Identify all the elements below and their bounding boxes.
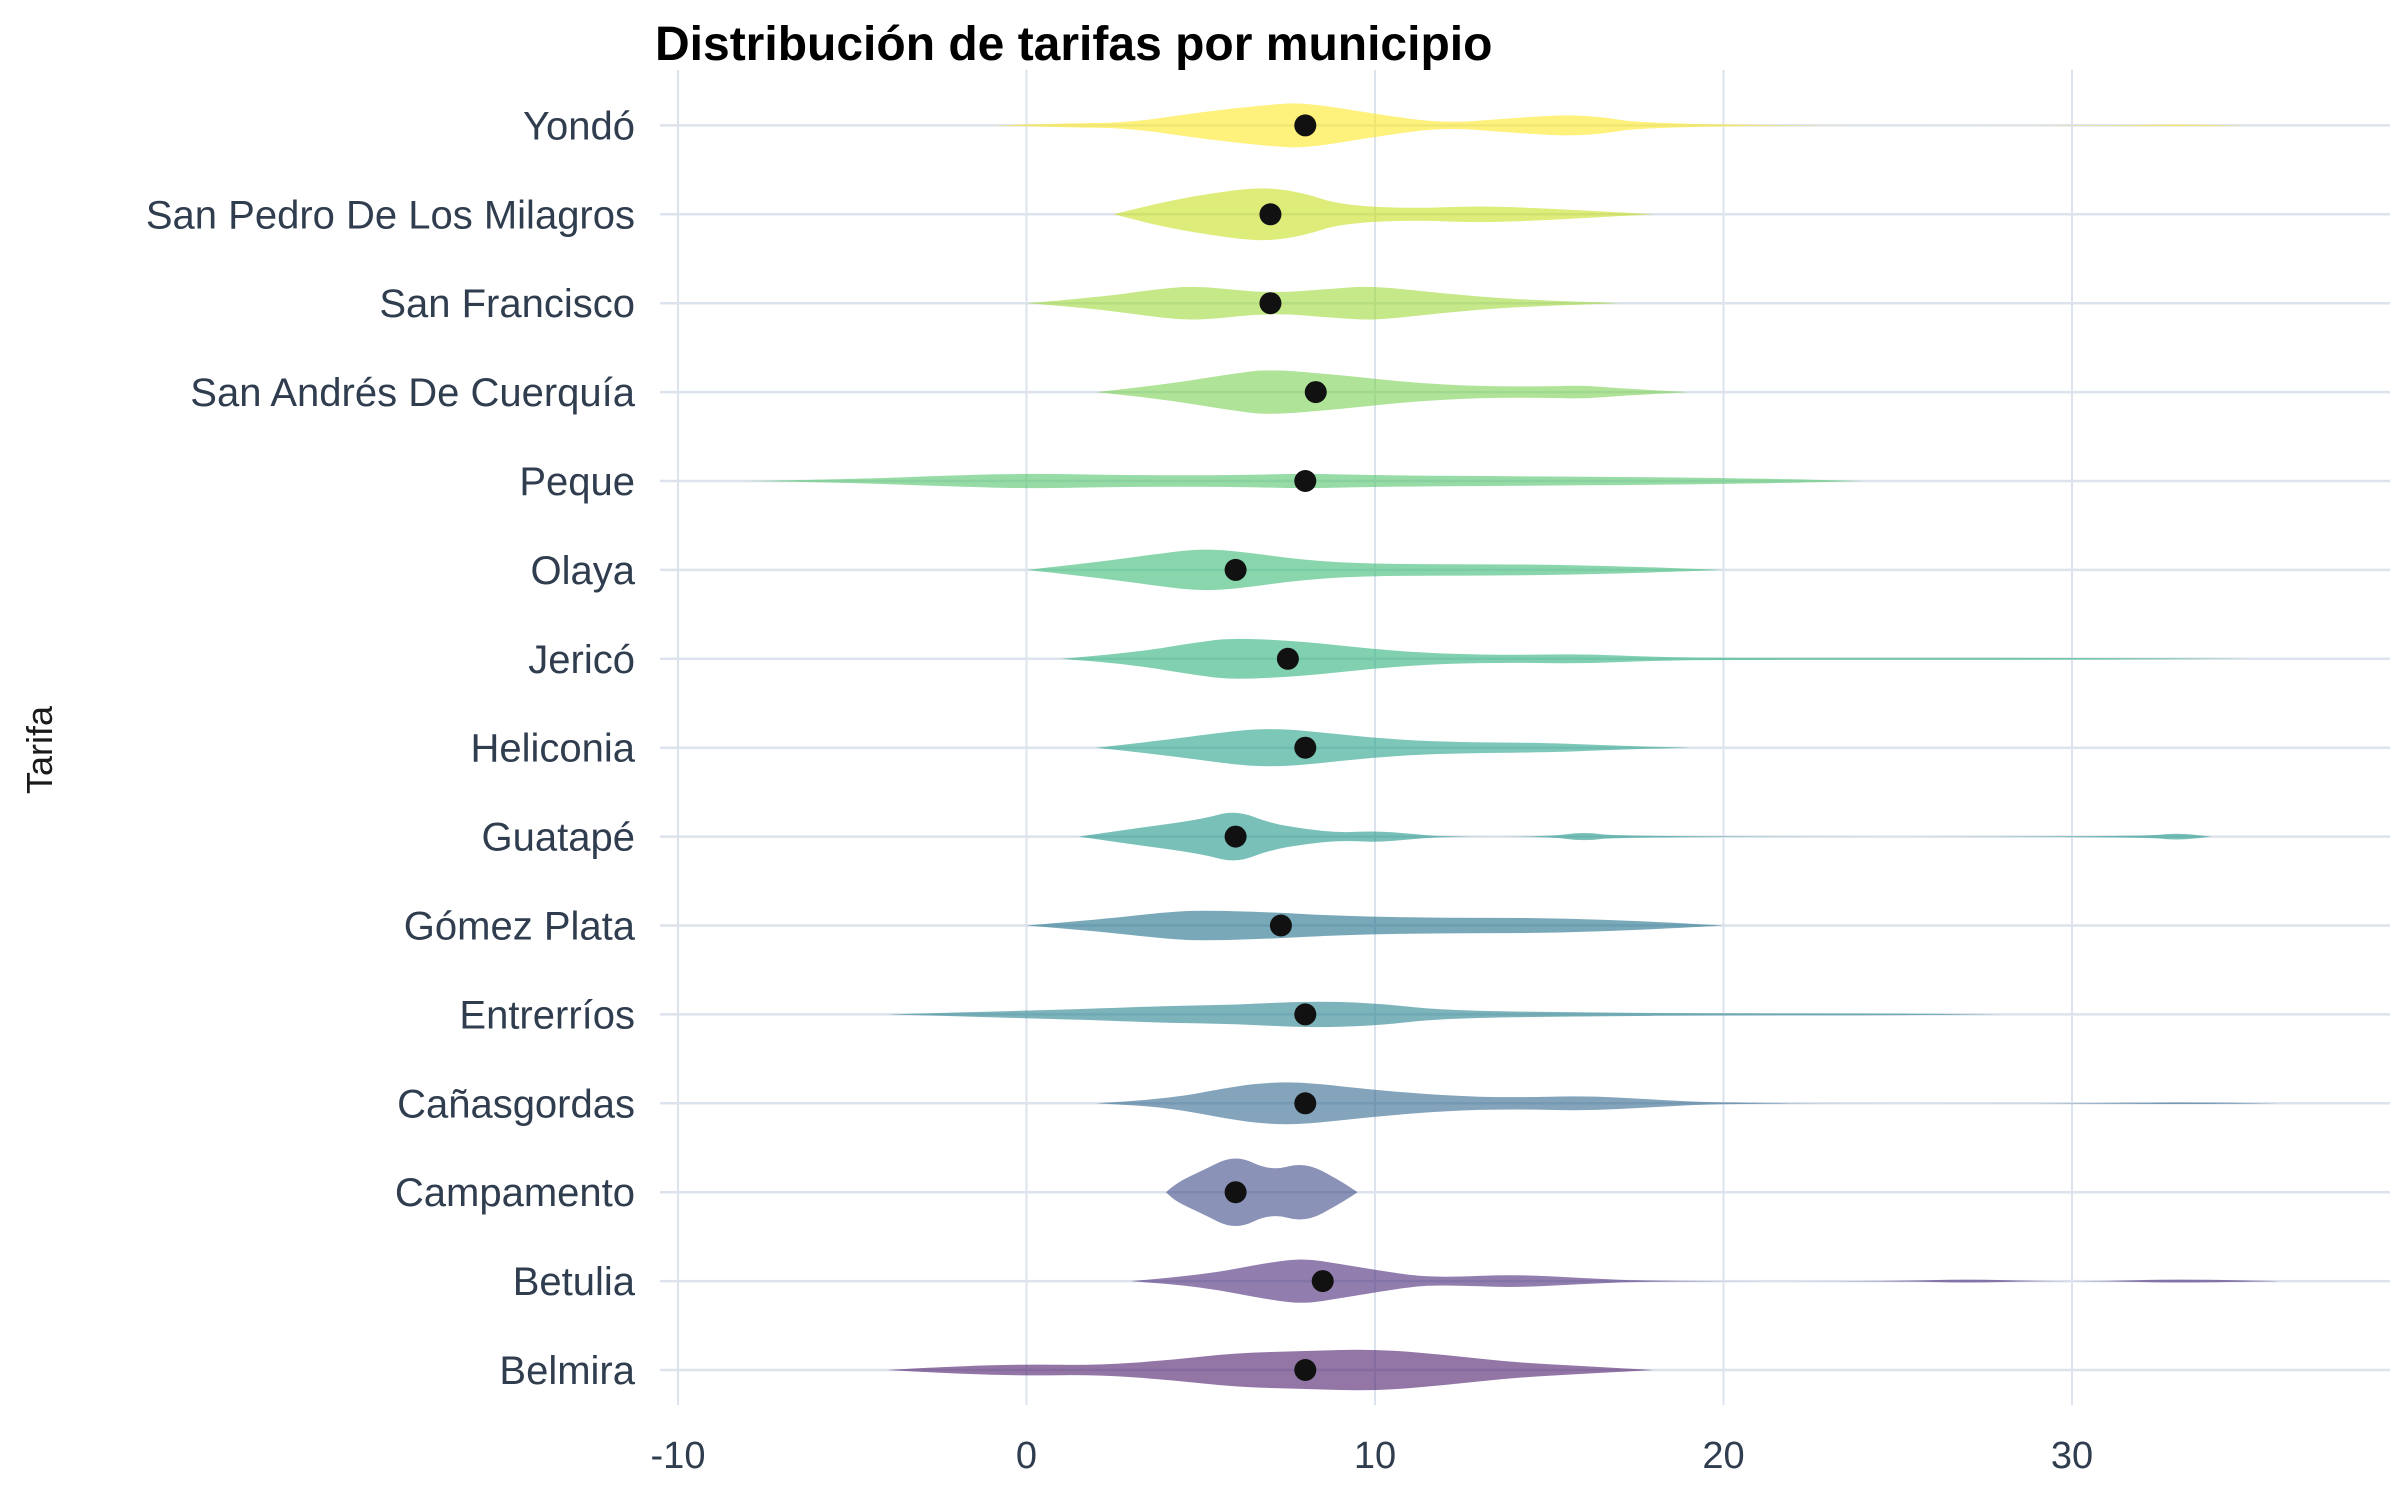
x-axis-tick-labels: -10 0 10 20 30 [651, 1435, 2094, 1477]
category-label: Belmira [499, 1349, 635, 1393]
category-label: San Andrés De Cuerquía [190, 371, 635, 415]
category-label: Gómez Plata [404, 905, 636, 949]
median-point [1294, 736, 1317, 759]
x-tick-label: 20 [1702, 1435, 1744, 1477]
violin-14 [991, 103, 2247, 148]
category-label: Guatapé [482, 816, 635, 860]
x-tick-label: 30 [2051, 1435, 2093, 1477]
category-label: Yondó [523, 104, 635, 148]
x-tick-label: 10 [1354, 1435, 1396, 1477]
category-label: San Pedro De Los Milagros [146, 193, 635, 237]
violin-13 [1113, 188, 1654, 241]
median-point [1294, 1359, 1317, 1381]
median-point [1224, 1181, 1247, 1204]
violin-1 [1131, 1259, 2282, 1303]
violins [747, 103, 2282, 1391]
median-point [1224, 558, 1247, 581]
violin-0 [887, 1349, 1654, 1391]
violin-7 [1096, 729, 1689, 767]
category-label: Jericó [528, 638, 635, 682]
median-point [1259, 292, 1282, 315]
median-points [1224, 114, 1334, 1381]
violin-9 [1026, 549, 1724, 591]
violin-8 [1061, 638, 2247, 679]
category-label: Olaya [531, 549, 636, 593]
median-point [1304, 381, 1327, 404]
category-label: San Francisco [379, 282, 635, 326]
median-point [1269, 914, 1292, 937]
violin-12 [1026, 286, 1619, 320]
median-point [1294, 1003, 1317, 1026]
category-label: Heliconia [470, 727, 635, 771]
violin-3 [1096, 1082, 2282, 1125]
category-label: Campamento [395, 1171, 635, 1215]
median-point [1311, 1270, 1334, 1293]
median-point [1294, 1092, 1317, 1115]
median-point [1294, 470, 1317, 492]
grid-lines [660, 70, 2390, 1405]
category-label: Peque [519, 460, 635, 504]
violin-5 [1026, 910, 1724, 941]
x-tick-label: -10 [651, 1435, 706, 1477]
median-point [1259, 203, 1282, 226]
chart-title: Distribución de tarifas por municipio [655, 18, 1492, 71]
median-point [1224, 825, 1247, 848]
category-label: Entrerríos [459, 993, 635, 1037]
category-label: Cañasgordas [397, 1082, 635, 1126]
y-axis-title: Tarifa [19, 705, 60, 794]
violin-2 [1165, 1158, 1358, 1226]
category-label: Betulia [513, 1260, 636, 1304]
violin-4 [887, 1001, 2003, 1028]
median-point [1294, 114, 1317, 137]
category-labels: Belmira Betulia Campamento Cañasgordas Entre… [146, 104, 636, 1393]
violin-11 [1096, 370, 1689, 414]
x-tick-label: 0 [1016, 1435, 1037, 1477]
median-point [1276, 647, 1299, 670]
violin-6 [1078, 812, 2212, 861]
